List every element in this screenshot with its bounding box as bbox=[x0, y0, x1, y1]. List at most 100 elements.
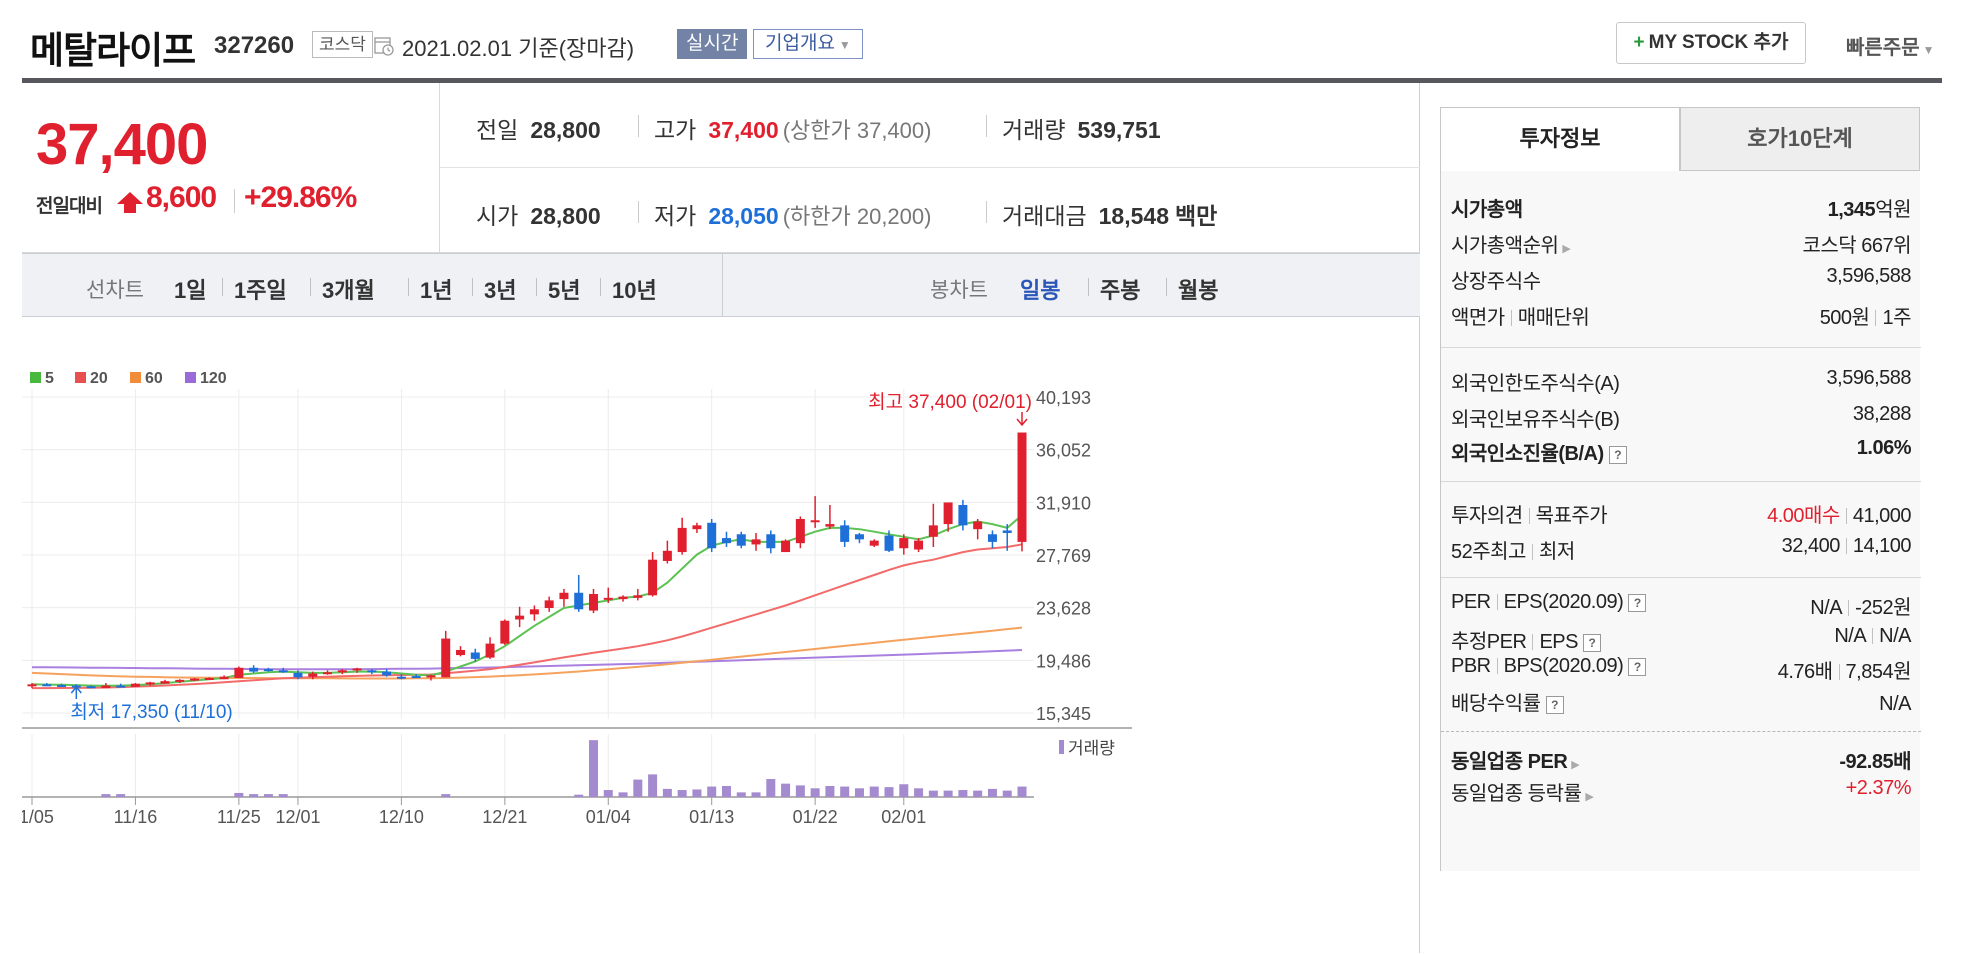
realtime-button[interactable]: 실시간 bbox=[677, 29, 748, 59]
period-5y[interactable]: 5년 bbox=[548, 278, 581, 303]
volume-bar bbox=[101, 794, 111, 797]
foreign-limit-label: 외국인한도주식수(A) bbox=[1451, 373, 1620, 395]
trade-unit-label: 매매단위 bbox=[1517, 307, 1590, 329]
open-price: 시가 28,800 bbox=[476, 197, 601, 231]
candle-body bbox=[840, 525, 850, 542]
divider bbox=[1496, 658, 1498, 674]
quick-order-button[interactable]: 빠른주문 ▼ bbox=[1846, 31, 1935, 60]
volume-bar bbox=[987, 788, 997, 797]
candle-body bbox=[588, 594, 598, 611]
industry-change-label[interactable]: 동일업종 등락률 ▶ bbox=[1451, 777, 1594, 806]
ma20-line bbox=[32, 543, 1023, 690]
volume-bar bbox=[766, 779, 776, 797]
opinion-value-text: 4.00매수 bbox=[1767, 505, 1840, 527]
x-tick-label: 11/05 bbox=[22, 807, 54, 827]
volume-bar bbox=[707, 786, 717, 797]
candle-weekly[interactable]: 주봉 bbox=[1100, 278, 1141, 303]
foreign-limit-row: 외국인한도주식수(A) 3,596,588 bbox=[1451, 367, 1912, 397]
add-my-stock-button[interactable]: + MY STOCK 추가 bbox=[1616, 22, 1806, 64]
help-icon[interactable]: ? bbox=[1545, 696, 1564, 714]
stock-name: 메탈라이프 bbox=[30, 30, 196, 71]
trade-amount-value: 18,548 bbox=[1098, 203, 1169, 229]
par-value-row: 액면가 매매단위 500원 1주 bbox=[1451, 301, 1911, 331]
par-value-text: 500원 bbox=[1819, 307, 1870, 329]
period-1w[interactable]: 1주일 bbox=[234, 278, 287, 303]
candle-body bbox=[234, 667, 244, 678]
help-icon[interactable]: ? bbox=[1608, 446, 1627, 464]
tab-orderbook[interactable]: 호가10단계 bbox=[1680, 107, 1920, 171]
low-label: 저가 bbox=[654, 203, 697, 229]
chart-period-bar: 선차트 1일 1주일 3개월 1년 3년 5년 10년 봉차트 일봉 주봉 월봉 bbox=[22, 253, 1420, 317]
candle-body bbox=[662, 550, 672, 561]
industry-change-label-text: 동일업종 등락률 bbox=[1451, 783, 1582, 805]
candle-body bbox=[751, 539, 761, 545]
opinion-value: 4.00매수 41,000 bbox=[1767, 499, 1911, 528]
period-3m[interactable]: 3개월 bbox=[322, 278, 375, 303]
est-per-row: 추정PER EPS? N/A N/A bbox=[1451, 625, 1911, 655]
company-overview-dropdown[interactable]: 기업개요 ▼ bbox=[753, 29, 863, 59]
candle-body bbox=[396, 676, 406, 679]
line-chart-label: 선차트 bbox=[86, 279, 144, 302]
market-cap-row: 시가총액 1,345억원 bbox=[1451, 193, 1911, 223]
period-1d[interactable]: 1일 bbox=[174, 278, 207, 303]
x-tick-label: 12/10 bbox=[379, 807, 424, 827]
period-10y[interactable]: 10년 bbox=[612, 278, 657, 303]
week52-low-label: 최저 bbox=[1538, 541, 1575, 563]
candle-monthly[interactable]: 월봉 bbox=[1178, 278, 1219, 303]
volume-bar bbox=[648, 774, 658, 797]
candle-body bbox=[116, 685, 126, 688]
candle-body bbox=[27, 684, 37, 687]
dividend-label: 배당수익률? bbox=[1451, 687, 1564, 716]
est-per-value-text: N/A bbox=[1834, 625, 1867, 647]
rank-label[interactable]: 시가총액순위 ▶ bbox=[1451, 229, 1571, 258]
candle-body bbox=[825, 524, 835, 527]
industry-per-label[interactable]: 동일업종 PER ▶ bbox=[1451, 745, 1580, 774]
period-1y[interactable]: 1년 bbox=[420, 278, 453, 303]
legend-label: 60 bbox=[145, 370, 163, 387]
plus-icon: + bbox=[1633, 32, 1645, 53]
stock-code: 327260 bbox=[214, 32, 295, 59]
candlestick-chart[interactable]: 40,193 36,052 31,910 27,769 23,628 19,486 15,3… bbox=[22, 319, 1420, 953]
industry-per-value: -92.85배 bbox=[1839, 751, 1911, 773]
period-3y[interactable]: 3년 bbox=[484, 278, 517, 303]
volume-bar bbox=[810, 788, 820, 797]
market-cap-value: 1,345억원 bbox=[1828, 193, 1912, 222]
candle-body bbox=[57, 684, 67, 687]
help-icon[interactable]: ? bbox=[1628, 658, 1647, 676]
candle-body bbox=[529, 609, 539, 615]
est-eps-value: N/A bbox=[1879, 625, 1911, 647]
min-arrow-head bbox=[70, 685, 82, 694]
chevron-right-icon: ▶ bbox=[1571, 759, 1580, 771]
candle-body bbox=[160, 681, 170, 684]
low-price: 저가 28,050 (하한가 20,200) bbox=[654, 197, 931, 231]
divider bbox=[408, 278, 409, 296]
divider bbox=[600, 278, 601, 296]
divider bbox=[1088, 278, 1089, 296]
candle-body bbox=[352, 668, 362, 671]
volume-bar bbox=[973, 790, 983, 797]
volume-bar bbox=[677, 790, 687, 797]
candle-body bbox=[145, 682, 155, 685]
eps-label: EPS(2020.09) bbox=[1503, 591, 1624, 613]
x-tick-label: 01/22 bbox=[793, 807, 838, 827]
candle-body bbox=[367, 670, 377, 673]
up-arrow-icon bbox=[117, 192, 143, 213]
candle-body bbox=[323, 672, 333, 675]
est-per-label-text: 추정PER bbox=[1451, 631, 1527, 653]
par-label-text: 액면가 bbox=[1451, 307, 1505, 329]
candle-body bbox=[1002, 530, 1012, 533]
candle-body bbox=[618, 596, 628, 600]
current-price-box: 37,400 전일대비 8,600 +29.86% bbox=[22, 83, 440, 253]
volume-bar bbox=[825, 785, 835, 797]
candle-body bbox=[515, 615, 525, 620]
help-icon[interactable]: ? bbox=[1582, 634, 1601, 652]
candle-body bbox=[854, 534, 864, 540]
foreign-ratio-label: 외국인소진율(B/A)? bbox=[1451, 437, 1627, 466]
help-icon[interactable]: ? bbox=[1628, 594, 1647, 612]
candle-body bbox=[1017, 432, 1027, 542]
row-divider bbox=[440, 167, 1420, 168]
candle-daily[interactable]: 일봉 bbox=[1020, 278, 1061, 303]
candle-body bbox=[175, 679, 185, 682]
x-tick-label: 01/04 bbox=[586, 807, 631, 827]
tab-investment-info[interactable]: 투자정보 bbox=[1440, 107, 1680, 171]
